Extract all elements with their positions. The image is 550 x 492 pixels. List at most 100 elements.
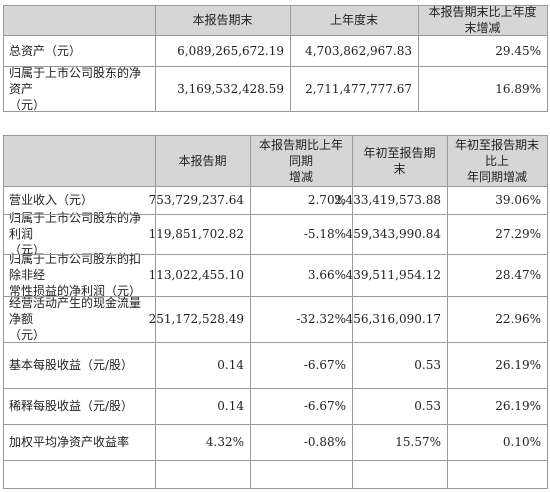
value-cell: 2.70%: [250, 186, 352, 214]
value-cell: 0.14: [155, 342, 250, 388]
row-label-text: 营业收入（元）: [9, 193, 94, 207]
grid-line: [447, 135, 448, 489]
grid-line: [3, 135, 4, 489]
grid-line: [155, 135, 156, 489]
value-cell: 39.06%: [447, 186, 547, 214]
value-cell-text: -0.88%: [303, 435, 346, 449]
grid-line: [3, 111, 547, 112]
col-header-text: 年初至报告期末: [363, 145, 436, 176]
value-cell: 0.10%: [447, 424, 547, 460]
value-cell: 459,343,990.84: [346, 214, 447, 254]
value-cell-text: 2.70%: [307, 193, 346, 207]
value-cell-text: -6.67%: [303, 399, 346, 413]
value-cell: 753,729,237.64: [149, 186, 250, 214]
grid-line: [3, 488, 547, 489]
value-cell-text: -32.32%: [296, 312, 346, 326]
value-cell-text: 0.10%: [502, 435, 541, 449]
value-cell-text: 251,172,528.49: [148, 312, 244, 326]
value-cell: 251,172,528.49: [149, 296, 250, 342]
grid-line: [3, 460, 547, 461]
value-cell-text: 113,022,455.10: [148, 268, 244, 282]
value-cell-text: 4.32%: [205, 435, 244, 449]
value-cell: 2,433,419,573.88: [334, 186, 447, 214]
value-cell-text: 6,089,265,672.19: [177, 43, 284, 58]
value-cell: -6.67%: [250, 388, 352, 424]
grid-line: [3, 296, 547, 297]
grid-line: [290, 5, 291, 112]
value-cell: 22.96%: [447, 296, 547, 342]
value-cell: 3,169,532,428.59: [155, 66, 290, 111]
grid-line: [547, 5, 548, 112]
col-header-text: 本报告期末: [192, 13, 253, 27]
col-header: 本报告期: [155, 135, 250, 186]
value-cell-text: 29.45%: [495, 43, 541, 58]
value-cell-text: 15.57%: [395, 435, 441, 449]
grid-line: [3, 388, 547, 389]
row-label: 归属于上市公司股东的扣除非经 常性损益的净利润（元）: [3, 252, 155, 298]
value-cell-text: 3,169,532,428.59: [177, 81, 284, 96]
grid-line: [418, 5, 419, 112]
row-label-text: 基本每股收益（元/股）: [9, 358, 134, 372]
col-header-text: 上年度末: [329, 13, 378, 27]
grid-line: [547, 135, 548, 489]
value-cell-text: 28.47%: [495, 268, 541, 282]
row-label: 总资产（元）: [3, 35, 155, 66]
value-cell: 15.57%: [352, 424, 447, 460]
grid-line: [3, 66, 547, 67]
value-cell-text: 0.53: [414, 358, 441, 372]
value-cell: -5.18%: [250, 214, 352, 254]
row-label: 稀释每股收益（元/股）: [3, 388, 155, 424]
value-cell-text: 22.96%: [495, 312, 541, 326]
grid-line: [3, 5, 547, 6]
value-cell-text: 26.19%: [495, 399, 541, 413]
value-cell: -32.32%: [250, 296, 352, 342]
value-cell-text: 456,316,090.17: [345, 312, 441, 326]
col-header-text: 本报告期比上年同期 增减: [258, 137, 343, 184]
value-cell: 456,316,090.17: [346, 296, 447, 342]
col-header-text: 本报告期末比上年度末增减: [428, 5, 537, 35]
value-cell-text: 4,703,862,967.83: [305, 43, 412, 58]
grid-line: [3, 214, 547, 215]
row-label: 经营活动产生的现金流量净额 （元）: [3, 296, 155, 342]
value-cell: 28.47%: [447, 254, 547, 296]
value-cell-text: -5.18%: [303, 227, 346, 241]
value-cell: 0.53: [352, 342, 447, 388]
row-label: 营业收入（元）: [3, 186, 155, 214]
row-label: 归属于上市公司股东的净资产 （元）: [3, 65, 155, 112]
value-cell: 3.66%: [250, 254, 352, 296]
col-header: 上年度末: [290, 5, 418, 35]
row-label-text: 归属于上市公司股东的扣除非经 常性损益的净利润（元）: [9, 252, 142, 298]
value-cell-text: 39.06%: [495, 193, 541, 207]
header-blank: [3, 135, 155, 186]
grid-line: [3, 342, 547, 343]
value-cell-text: 459,343,990.84: [345, 227, 441, 241]
grid-line: [3, 254, 547, 255]
value-cell-text: 753,729,237.64: [148, 193, 244, 207]
row-label-text: 归属于上市公司股东的净资产 （元）: [9, 65, 142, 112]
row-label: 加权平均净资产收益率: [3, 424, 155, 460]
value-cell: -0.88%: [250, 424, 352, 460]
grid-line: [352, 135, 353, 489]
value-cell-text: 0.53: [414, 399, 441, 413]
value-cell: 4.32%: [155, 424, 250, 460]
grid-line: [155, 5, 156, 112]
value-cell-text: 119,851,702.82: [148, 227, 244, 241]
value-cell: 0.14: [155, 388, 250, 424]
value-cell: 0.53: [352, 388, 447, 424]
value-cell: 6,089,265,672.19: [155, 35, 290, 66]
value-cell-text: 26.19%: [495, 358, 541, 372]
value-cell-text: 3.66%: [307, 268, 346, 282]
grid-line: [3, 424, 547, 425]
col-header: 年初至报告期末比上 年同期增减: [447, 135, 547, 186]
grid-line: [3, 5, 4, 112]
grid-line: [3, 135, 547, 136]
value-cell: 4,703,862,967.83: [290, 35, 418, 66]
row-label: 归属于上市公司股东的净利润 （元）: [3, 211, 155, 257]
value-cell-text: 0.14: [217, 399, 244, 413]
value-cell-text: 2,711,477,777.67: [305, 81, 412, 96]
value-cell-text: 16.89%: [495, 81, 541, 96]
value-cell: 26.19%: [447, 388, 547, 424]
value-cell-text: 0.14: [217, 358, 244, 372]
row-label-text: 加权平均净资产收益率: [9, 435, 130, 449]
